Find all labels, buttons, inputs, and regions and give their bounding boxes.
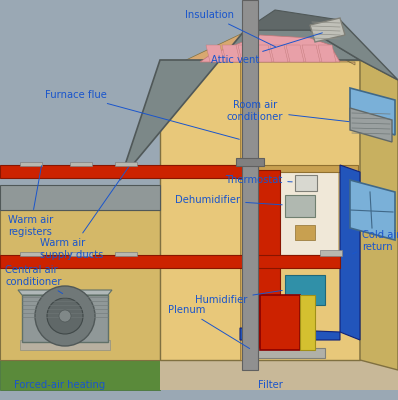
- Polygon shape: [22, 295, 108, 342]
- Polygon shape: [0, 185, 160, 210]
- Polygon shape: [163, 165, 358, 172]
- Bar: [285, 195, 315, 217]
- Polygon shape: [20, 340, 110, 350]
- Polygon shape: [120, 30, 360, 180]
- Text: Forced-air heating: Forced-air heating: [14, 380, 105, 390]
- Polygon shape: [245, 10, 340, 30]
- Circle shape: [47, 298, 83, 334]
- Polygon shape: [163, 255, 358, 262]
- Polygon shape: [160, 60, 360, 360]
- Polygon shape: [165, 30, 355, 70]
- Polygon shape: [310, 18, 345, 42]
- Polygon shape: [320, 250, 342, 256]
- Polygon shape: [350, 108, 392, 142]
- Polygon shape: [222, 45, 240, 62]
- Polygon shape: [0, 210, 160, 360]
- Polygon shape: [200, 35, 340, 62]
- Polygon shape: [70, 162, 92, 166]
- Bar: [242, 0, 258, 370]
- Polygon shape: [240, 328, 340, 340]
- Polygon shape: [0, 255, 258, 268]
- Polygon shape: [18, 290, 112, 295]
- Circle shape: [35, 286, 95, 346]
- Polygon shape: [318, 45, 336, 62]
- Text: Plenum: Plenum: [168, 305, 250, 348]
- Polygon shape: [0, 165, 258, 178]
- Polygon shape: [206, 45, 224, 62]
- Polygon shape: [20, 162, 42, 166]
- Text: Room air
conditioner: Room air conditioner: [227, 100, 349, 122]
- Polygon shape: [360, 60, 398, 370]
- Polygon shape: [252, 172, 338, 255]
- Polygon shape: [254, 45, 272, 62]
- Bar: [240, 62, 252, 360]
- Polygon shape: [295, 225, 315, 240]
- Bar: [295, 175, 317, 191]
- Polygon shape: [115, 252, 137, 256]
- Text: Furnace flue: Furnace flue: [45, 90, 239, 139]
- Polygon shape: [250, 348, 325, 358]
- Text: Warm air
registers: Warm air registers: [8, 166, 53, 236]
- Polygon shape: [270, 45, 288, 62]
- Polygon shape: [302, 45, 320, 62]
- Bar: [236, 158, 264, 166]
- Polygon shape: [0, 310, 160, 390]
- Polygon shape: [340, 165, 360, 340]
- Text: Cold air
return: Cold air return: [353, 230, 398, 254]
- Text: Central air
conditioner: Central air conditioner: [5, 265, 62, 294]
- Polygon shape: [350, 180, 395, 240]
- Bar: [285, 275, 325, 305]
- Text: Thermostat: Thermostat: [225, 175, 292, 185]
- Polygon shape: [258, 255, 340, 268]
- Polygon shape: [20, 252, 42, 256]
- Bar: [260, 295, 300, 350]
- Text: Humidifier: Humidifier: [195, 290, 282, 305]
- Text: Dehumidifier: Dehumidifier: [175, 195, 282, 205]
- Circle shape: [59, 310, 71, 322]
- Polygon shape: [350, 88, 395, 135]
- Polygon shape: [115, 162, 137, 166]
- Text: Filter: Filter: [258, 380, 283, 390]
- Text: Warm air
supply ducts: Warm air supply ducts: [40, 167, 129, 260]
- Polygon shape: [238, 45, 256, 62]
- Bar: [300, 295, 315, 350]
- Polygon shape: [70, 252, 92, 256]
- Text: Insulation: Insulation: [185, 10, 275, 47]
- Bar: [258, 170, 280, 350]
- Text: Attic vent: Attic vent: [211, 33, 322, 65]
- Polygon shape: [286, 45, 304, 62]
- Polygon shape: [310, 20, 398, 80]
- Polygon shape: [160, 360, 398, 390]
